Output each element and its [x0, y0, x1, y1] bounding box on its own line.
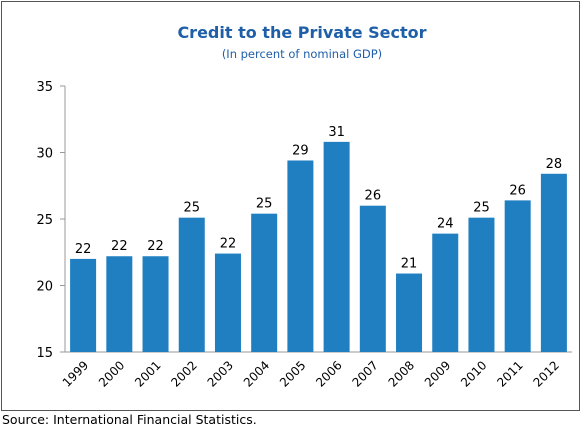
bar — [323, 141, 350, 352]
y-tick-label: 15 — [36, 346, 53, 361]
x-tick-label: 2006 — [313, 358, 344, 389]
bar — [178, 217, 205, 352]
bar — [142, 256, 169, 352]
bar — [70, 258, 97, 352]
value-label: 26 — [365, 189, 382, 204]
bar — [396, 273, 423, 352]
x-tick-label: 2007 — [349, 358, 380, 389]
bar — [468, 217, 495, 352]
bar — [540, 173, 567, 352]
value-label: 26 — [509, 183, 526, 198]
bar — [106, 256, 133, 352]
bar — [432, 233, 459, 352]
value-label: 22 — [220, 237, 237, 252]
y-tick-label: 35 — [36, 80, 53, 95]
bar — [359, 205, 386, 352]
x-tick-label: 2012 — [531, 358, 562, 389]
chart-title: Credit to the Private Sector — [177, 23, 426, 42]
y-tick-label: 20 — [36, 280, 53, 295]
source-note: Source: International Financial Statisti… — [2, 412, 257, 427]
value-label: 21 — [401, 257, 418, 272]
value-label: 31 — [328, 125, 345, 140]
value-label: 22 — [147, 239, 164, 254]
value-label: 22 — [75, 242, 92, 257]
bar — [504, 200, 531, 352]
value-label: 25 — [256, 197, 273, 212]
value-label: 24 — [437, 217, 454, 232]
x-tick-label: 2005 — [277, 358, 308, 389]
chart-subtitle: (In percent of nominal GDP) — [222, 47, 382, 61]
y-tick-label: 25 — [36, 213, 53, 228]
y-tick-label: 30 — [36, 147, 53, 162]
x-tick-label: 2004 — [241, 358, 272, 389]
value-label: 25 — [183, 201, 200, 216]
x-tick-label: 2001 — [132, 358, 163, 389]
bar — [287, 160, 314, 352]
x-tick-label: 2000 — [96, 358, 127, 389]
value-label: 28 — [546, 157, 563, 172]
value-label: 25 — [473, 201, 490, 216]
x-tick-label: 2008 — [386, 358, 417, 389]
value-label: 29 — [292, 143, 309, 158]
x-tick-label: 2002 — [168, 358, 199, 389]
bar — [251, 213, 278, 352]
chart-frame — [1, 1, 580, 411]
x-tick-label: 2010 — [458, 358, 489, 389]
value-label: 22 — [111, 239, 128, 254]
x-tick-label: 2003 — [205, 358, 236, 389]
x-tick-label: 2009 — [422, 358, 453, 389]
x-tick-label: 2011 — [494, 358, 525, 389]
bar — [214, 253, 241, 352]
x-tick-label: 1999 — [60, 358, 91, 389]
